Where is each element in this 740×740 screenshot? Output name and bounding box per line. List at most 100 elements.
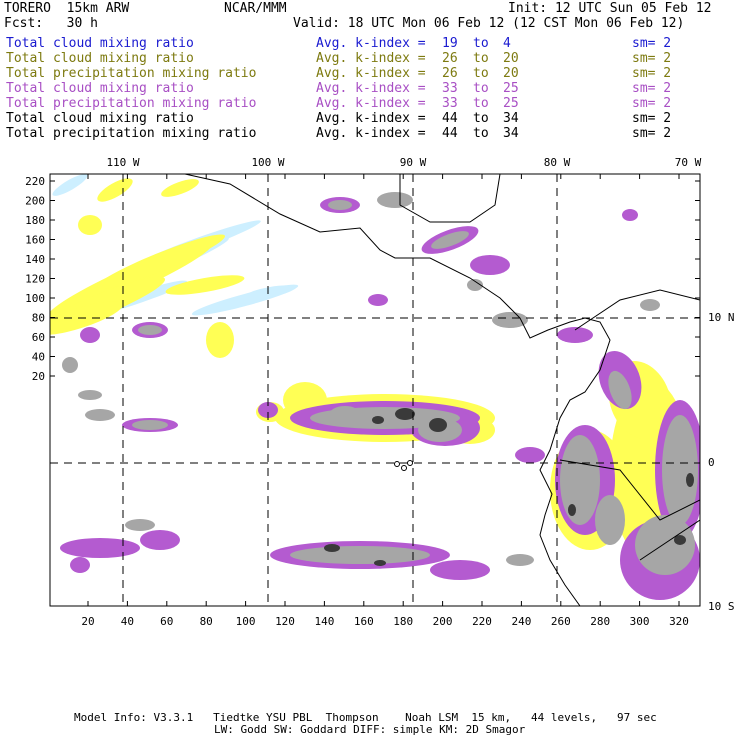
coastline-north xyxy=(574,289,700,331)
legend-k-from: 26 xyxy=(442,51,458,66)
cloud-band xyxy=(429,418,447,432)
y-tick-label: 180 xyxy=(25,214,45,227)
cloud-south xyxy=(70,557,90,573)
cloud-light-blue xyxy=(52,174,88,196)
cloud-south xyxy=(290,546,430,564)
cloud-band xyxy=(515,447,545,463)
cloud-band xyxy=(258,402,278,418)
legend-to: to xyxy=(473,81,489,96)
legend-field: Total cloud mixing ratio xyxy=(6,81,194,96)
legend-k-from: 44 xyxy=(442,126,458,141)
x-tick-label: 260 xyxy=(551,615,571,628)
x-tick-label: 200 xyxy=(433,615,453,628)
legend-to: to xyxy=(473,66,489,81)
legend-k-from: 33 xyxy=(442,81,458,96)
cloud-yellow xyxy=(78,215,102,235)
cloud-north xyxy=(622,209,638,221)
y-tick-label: 160 xyxy=(25,234,45,247)
cloud-andes xyxy=(686,473,694,487)
cloud-andes xyxy=(674,535,686,545)
valid-time: Valid: 18 UTC Mon 06 Feb 12 (12 CST Mon … xyxy=(293,16,685,31)
cloud-andes xyxy=(560,435,600,525)
legend-k-to: 25 xyxy=(503,96,519,111)
longitude-label: 110 W xyxy=(106,156,139,169)
legend-sm: sm= 2 xyxy=(632,51,672,66)
legend-field: Total precipitation mixing ratio xyxy=(6,66,257,81)
cloud-north xyxy=(557,327,593,343)
latitude-label: 0 xyxy=(708,456,715,469)
x-tick-label: 20 xyxy=(81,615,94,628)
model-info-line2: LW: Godd SW: Goddard DIFF: simple KM: 2D… xyxy=(214,723,526,736)
legend-sm: sm= 2 xyxy=(632,96,672,111)
y-tick-label: 100 xyxy=(25,292,45,305)
x-tick-label: 180 xyxy=(393,615,413,628)
y-tick-label: 220 xyxy=(25,175,45,188)
cloud-south xyxy=(374,560,386,566)
cloud-south xyxy=(430,560,490,580)
legend-sm: sm= 2 xyxy=(632,126,672,141)
legend-to: to xyxy=(473,96,489,111)
latitude-label: 10 N xyxy=(708,311,735,324)
legend-k-from: 19 xyxy=(442,36,458,51)
cloud-andes xyxy=(662,415,698,525)
legend-to: to xyxy=(473,126,489,141)
cloud-band xyxy=(329,406,361,424)
legend-field: Total cloud mixing ratio xyxy=(6,51,194,66)
cloud-scatter xyxy=(138,325,162,335)
legend-sm: sm= 2 xyxy=(632,66,672,81)
y-tick-label: 40 xyxy=(32,351,45,364)
galapagos-island xyxy=(394,461,400,467)
latitude-label: 10 S xyxy=(708,600,735,613)
legend-stat: Avg. k-index = xyxy=(316,111,426,126)
y-tick-label: 200 xyxy=(25,195,45,208)
org-label: NCAR/MMM xyxy=(224,1,287,16)
cloud-south xyxy=(60,538,140,558)
cloud-north xyxy=(377,192,413,208)
model-info-line1: Model Info: V3.3.1 Tiedtke YSU PBL Thomp… xyxy=(74,711,657,724)
cloud-north xyxy=(467,279,483,291)
cloud-yellow xyxy=(95,234,225,290)
legend-field: Total cloud mixing ratio xyxy=(6,36,194,51)
cloud-light-blue xyxy=(245,285,295,299)
legend-to: to xyxy=(473,36,489,51)
legend-k-to: 4 xyxy=(503,36,511,51)
y-tick-label: 140 xyxy=(25,253,45,266)
legend-k-from: 26 xyxy=(442,66,458,81)
cloud-north xyxy=(431,231,469,249)
x-tick-label: 240 xyxy=(511,615,531,628)
legend-stat: Avg. k-index = xyxy=(316,66,426,81)
cloud-yellow xyxy=(97,178,133,202)
legend-sm: sm= 2 xyxy=(632,36,672,51)
y-tick-label: 60 xyxy=(32,331,45,344)
cloud-scatter xyxy=(78,390,102,400)
legend-field: Total cloud mixing ratio xyxy=(6,111,194,126)
plot-area: 220 200 180 160 140 120 100 80 60 40 20 20 40 60 80 100… xyxy=(25,156,734,628)
plot-frame xyxy=(49,173,701,607)
legend-k-from: 44 xyxy=(442,111,458,126)
x-tick-label: 140 xyxy=(314,615,334,628)
longitude-label: 90 W xyxy=(400,156,427,169)
x-tick-label: 160 xyxy=(354,615,374,628)
legend-stat: Avg. k-index = xyxy=(316,36,426,51)
cloud-yellow xyxy=(161,179,199,197)
cloud-scatter xyxy=(85,409,115,421)
cloud-yellow xyxy=(206,322,234,358)
cloud-scatter xyxy=(80,327,100,343)
longitude-label: 100 W xyxy=(251,156,284,169)
cloud-north xyxy=(492,312,528,328)
legend-k-to: 25 xyxy=(503,81,519,96)
cloud-north xyxy=(640,299,660,311)
legend-to: to xyxy=(473,51,489,66)
longitude-label: 70 W xyxy=(675,156,702,169)
cloud-band xyxy=(395,408,415,420)
x-tick-label: 40 xyxy=(121,615,134,628)
cloud-band xyxy=(372,416,384,424)
cloud-andes xyxy=(635,515,695,575)
legend-field: Total precipitation mixing ratio xyxy=(6,126,257,141)
longitude-label: 80 W xyxy=(544,156,571,169)
y-tick-label: 20 xyxy=(32,370,45,383)
cloud-south xyxy=(125,519,155,531)
legend-k-to: 34 xyxy=(503,126,519,141)
legend-stat: Avg. k-index = xyxy=(316,96,426,111)
